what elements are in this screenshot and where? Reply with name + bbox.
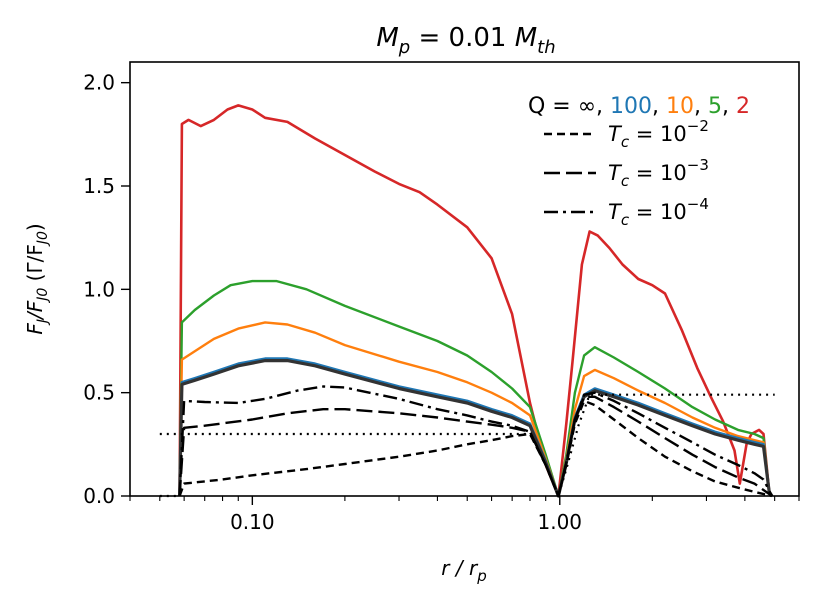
q-legend: Q = ∞, 100, 10, 5, 2 bbox=[528, 94, 750, 119]
y-label-f-sub: J bbox=[35, 319, 51, 326]
x-axis-label: r / rp bbox=[441, 556, 486, 585]
title-m2-sub: th bbox=[537, 37, 555, 58]
y-label-f: F bbox=[23, 323, 47, 335]
y-label-gamma: (Γ/F bbox=[23, 244, 47, 288]
q-legend-part-6: , bbox=[722, 94, 729, 119]
y-label-gamma-sub: J0 bbox=[35, 231, 51, 247]
legend-label-1: Tc = 10−3 bbox=[608, 156, 709, 190]
q-legend-part-7: 2 bbox=[729, 94, 750, 119]
y-label-fj0: /F bbox=[23, 300, 47, 321]
plot-lines bbox=[159, 104, 775, 498]
y-label-close: ) bbox=[23, 223, 47, 231]
series-q2 bbox=[178, 104, 774, 498]
y-tick-label-2: 1.0 bbox=[83, 277, 115, 301]
legend-label-0: Tc = 10−2 bbox=[608, 117, 709, 151]
chart-title: Mp = 0.01 Mth bbox=[376, 23, 555, 58]
x-tick-label-1: 1.00 bbox=[538, 510, 583, 534]
axis-ticks: 0.10 1.00 0.0 0.5 1.0 1.5 2.0 bbox=[83, 71, 800, 534]
q-legend-part-3: 10 bbox=[659, 94, 694, 119]
y-tick-label-3: 1.5 bbox=[83, 174, 115, 198]
title-m2: M bbox=[515, 23, 537, 53]
q-legend-part-1: 100 bbox=[603, 94, 652, 119]
q-legend-part-4: , bbox=[694, 94, 701, 119]
plot-frame bbox=[129, 61, 800, 497]
series-tc2 bbox=[178, 399, 773, 498]
legend-label-2: Tc = 10−4 bbox=[608, 195, 709, 229]
q-legend-part-2: , bbox=[652, 94, 659, 119]
q-legend-part-5: 5 bbox=[701, 94, 722, 119]
x-tick-label-0: 0.10 bbox=[230, 510, 275, 534]
y-tick-label-0: 0.0 bbox=[83, 484, 115, 508]
q-legend-part-0: Q = ∞, bbox=[528, 94, 603, 119]
series-q5 bbox=[178, 279, 773, 498]
y-tick-label-4: 2.0 bbox=[83, 71, 115, 95]
title-m: M bbox=[376, 23, 398, 53]
series-tc4 bbox=[178, 385, 774, 498]
series-ref_left bbox=[159, 393, 775, 498]
style-legend: Tc = 10−2 Tc = 10−3 Tc = 10−4 bbox=[544, 117, 709, 229]
title-m-sub: p bbox=[398, 37, 410, 58]
y-label-fj0-sub: J0 bbox=[35, 288, 51, 304]
y-axis-label: FJ/FJ0 (Γ/FJ0) bbox=[23, 223, 51, 334]
y-tick-label-1: 0.5 bbox=[83, 381, 115, 405]
x-label-main: r / r bbox=[441, 556, 479, 580]
series-tc3 bbox=[178, 395, 773, 498]
x-label-sub: p bbox=[476, 567, 487, 585]
title-equals: = 0.01 bbox=[410, 23, 514, 53]
